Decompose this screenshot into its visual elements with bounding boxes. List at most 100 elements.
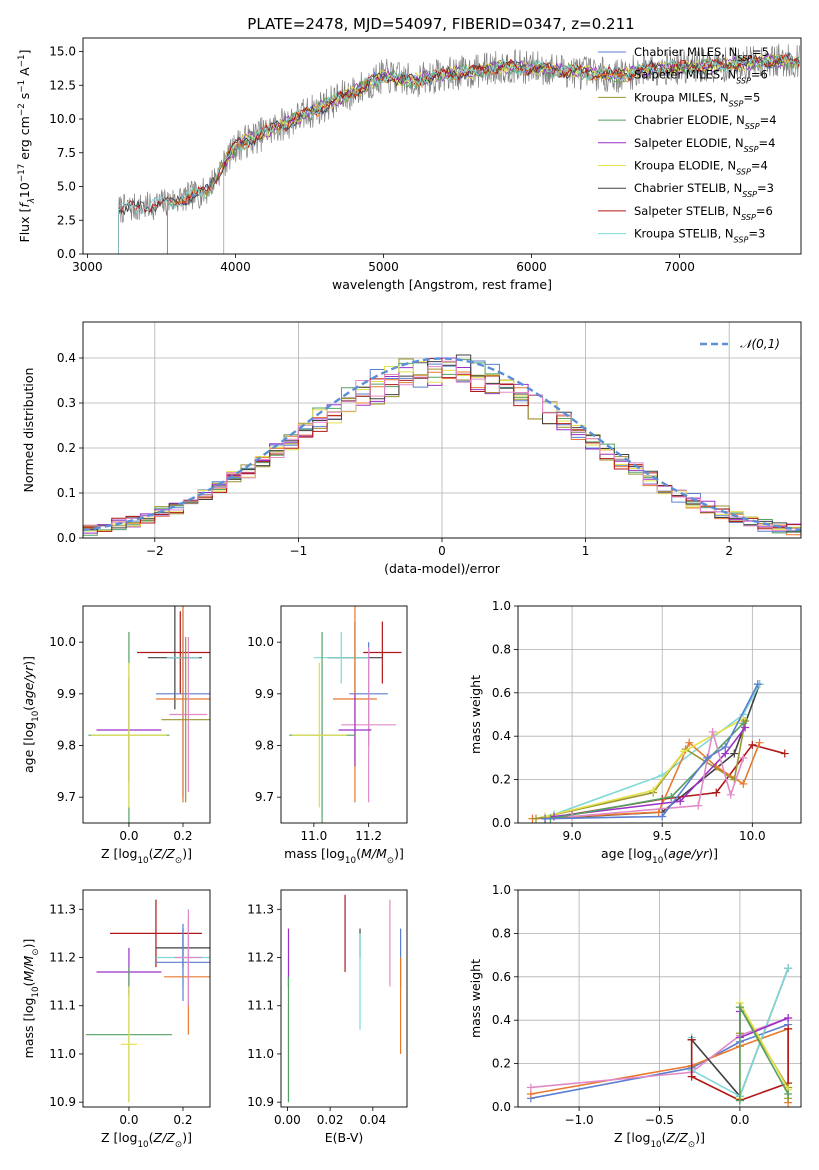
weight-marker — [679, 747, 688, 756]
weight-marker — [735, 1003, 744, 1012]
weight-marker — [685, 738, 694, 747]
x-axis-label: age [log10(age/yr)] — [601, 846, 718, 866]
y-tick-label: 15.0 — [49, 45, 76, 59]
weight-marker — [784, 964, 793, 973]
weight-marker — [753, 680, 762, 689]
legend-label-5: Kroupa ELODIE, NSSP=4 — [634, 159, 768, 177]
legend-label-2: Kroupa MILES, NSSP=5 — [634, 90, 760, 108]
x-tick-label: 0 — [438, 544, 446, 558]
y-tick-label: 0.6 — [492, 970, 511, 984]
weight-marker — [784, 1024, 793, 1033]
y-tick-label: 9.9 — [57, 687, 76, 701]
residual-histogram-8 — [83, 360, 801, 532]
weight-marker — [739, 753, 748, 762]
x-axis-label: wavelength [Angstrom, rest frame] — [332, 277, 552, 292]
weight-marker — [687, 1072, 696, 1081]
x-axis-label: mass [log10(M/M⊙)] — [284, 846, 404, 866]
weight-marker — [568, 812, 577, 821]
weight-marker — [739, 779, 748, 788]
y-tick-label: 0.2 — [492, 1057, 511, 1071]
x-tick-label: 3000 — [72, 260, 103, 274]
y-tick-label: 0.0 — [492, 816, 511, 830]
x-tick-label: 4000 — [220, 260, 251, 274]
x-axis-label: (data-model)/error — [384, 561, 501, 576]
age-weight-panel: 9.0 9.5 10.0 0.0 0.2 0.4 0.6 0.8 1.0 age [log10(a… — [468, 599, 802, 866]
y-tick-label: 0.0 — [57, 531, 76, 545]
observed-spectrum-line — [118, 43, 800, 223]
error-point-5 — [341, 647, 397, 803]
x-tick-label: −0.5 — [645, 1113, 674, 1127]
weight-marker — [730, 749, 739, 758]
y-tick-label: 9.9 — [255, 687, 274, 701]
weight-marker — [676, 797, 685, 806]
y-tick-label: 9.8 — [255, 739, 274, 753]
weight-line-2 — [530, 1017, 789, 1089]
y-tick-label: 11.0 — [247, 1047, 274, 1061]
y-axis-label: mass weight — [468, 959, 483, 1038]
model-line-6 — [118, 51, 800, 254]
y-tick-label: 11.1 — [247, 999, 274, 1013]
y-tick-label: 2.5 — [57, 213, 76, 227]
error-point-5 — [169, 637, 208, 792]
x-axis-label: Z [log10(Z/Z⊙)] — [101, 846, 192, 866]
y-axis-label: Normed distribution — [21, 368, 36, 493]
x-tick-label: 10.0 — [739, 829, 766, 843]
y-tick-label: 10.0 — [49, 112, 76, 126]
x-tick-label: 0.02 — [317, 1113, 344, 1127]
y-tick-label: 11.3 — [49, 902, 76, 916]
y-tick-label: 0.8 — [492, 642, 511, 656]
y-tick-label: 9.7 — [57, 790, 76, 804]
y-tick-label: 5.0 — [57, 180, 76, 194]
weight-marker — [703, 753, 712, 762]
legend-label-7: Salpeter STELIB, NSSP=6 — [634, 204, 773, 222]
x-axis-label: Z [log10(Z/Z⊙)] — [101, 1130, 192, 1150]
weight-marker — [708, 727, 717, 736]
mass-age-panel: 11.0 11.2 9.7 9.8 9.9 10.0 mass [log10(M/M⊙)] — [247, 605, 408, 866]
y-tick-label: 0.2 — [57, 441, 76, 455]
y-axis-label: Flux [fλ10−17 erg cm−2 s−1 A−1] — [17, 50, 37, 243]
x-tick-label: 5000 — [368, 260, 399, 274]
y-tick-label: 11.2 — [49, 951, 76, 965]
x-tick-label: 11.0 — [301, 829, 328, 843]
weight-marker — [532, 814, 541, 823]
x-tick-label: −1.0 — [565, 1113, 594, 1127]
weight-marker — [694, 801, 703, 810]
y-tick-label: 11.2 — [247, 951, 274, 965]
legend-label-0: Chabrier MILES, NSSP=5 — [634, 45, 769, 63]
weight-line-6 — [553, 727, 746, 818]
spectrum-panel: 3000 4000 5000 6000 7000 0.0 2.5 5.0 7.5 10.0 12.5… — [17, 37, 802, 292]
weight-marker — [784, 1089, 793, 1098]
y-tick-label: 0.3 — [57, 396, 76, 410]
error-point-0 — [363, 621, 402, 684]
error-point-8 — [91, 662, 167, 808]
metallicity-mass-panel: 0.0 0.2 10.9 11.0 11.1 11.2 11.3 Z [log10(Z/Z⊙)… — [21, 889, 211, 1150]
legend-label-6: Chabrier STELIB, NSSP=3 — [634, 181, 774, 199]
x-tick-label: 0.0 — [730, 1113, 749, 1127]
y-tick-label: 1.0 — [492, 599, 511, 613]
y-tick-label: 10.9 — [247, 1095, 274, 1109]
weight-line-1 — [553, 683, 761, 816]
weight-marker — [526, 1083, 535, 1092]
y-tick-label: 10.0 — [49, 635, 76, 649]
weight-marker — [721, 743, 730, 752]
weight-marker — [741, 723, 750, 732]
gaussian-curve — [83, 357, 801, 532]
y-tick-label: 9.8 — [57, 739, 76, 753]
axes-frame — [82, 605, 211, 824]
axes-frame — [280, 889, 408, 1108]
weight-marker — [735, 1096, 744, 1105]
legend-label-1: Salpeter MILES, NSSP=6 — [634, 68, 768, 86]
y-axis-label: mass weight — [468, 675, 483, 754]
x-tick-label: 0.0 — [119, 829, 138, 843]
x-tick-label: 0.2 — [173, 1113, 192, 1127]
y-tick-label: 10.9 — [49, 1095, 76, 1109]
axes-frame — [517, 605, 802, 824]
x-tick-label: 0.0 — [119, 1113, 138, 1127]
y-tick-label: 9.7 — [255, 790, 274, 804]
x-tick-label: 0.00 — [274, 1113, 301, 1127]
y-axis-label: age [log10(age/yr)] — [21, 656, 41, 773]
legend-label-3: Chabrier ELODIE, NSSP=4 — [634, 113, 777, 131]
weight-marker — [780, 749, 789, 758]
weight-marker — [649, 786, 658, 795]
